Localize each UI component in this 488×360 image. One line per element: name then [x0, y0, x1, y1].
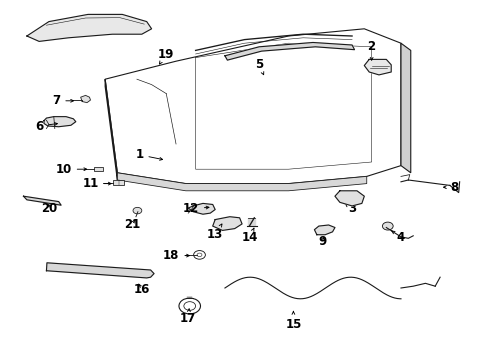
Text: 7: 7: [52, 94, 73, 107]
Text: 12: 12: [182, 202, 208, 215]
Text: 17: 17: [180, 309, 196, 325]
Text: 11: 11: [82, 177, 111, 190]
Polygon shape: [188, 203, 215, 214]
Text: 2: 2: [367, 40, 375, 60]
Circle shape: [183, 302, 195, 310]
Polygon shape: [364, 59, 390, 75]
Text: 19: 19: [158, 48, 174, 64]
FancyBboxPatch shape: [94, 167, 102, 171]
Polygon shape: [105, 29, 400, 184]
Text: 21: 21: [123, 219, 140, 231]
Text: 9: 9: [318, 235, 326, 248]
Polygon shape: [334, 191, 364, 206]
Polygon shape: [212, 217, 242, 230]
Polygon shape: [27, 14, 151, 41]
Text: 13: 13: [206, 224, 223, 240]
Text: 14: 14: [241, 228, 257, 244]
Text: 3: 3: [345, 202, 355, 215]
Circle shape: [133, 207, 142, 214]
Polygon shape: [81, 95, 90, 103]
Polygon shape: [224, 42, 354, 60]
Text: 6: 6: [35, 120, 57, 132]
Text: 1: 1: [135, 148, 162, 161]
Circle shape: [197, 253, 202, 257]
Polygon shape: [44, 117, 76, 127]
Text: 8: 8: [443, 181, 458, 194]
Text: 15: 15: [285, 311, 301, 330]
Circle shape: [179, 298, 200, 314]
Text: 20: 20: [41, 202, 57, 215]
Polygon shape: [105, 79, 117, 180]
Polygon shape: [46, 263, 154, 278]
Polygon shape: [23, 196, 61, 205]
Polygon shape: [314, 225, 334, 235]
Text: 16: 16: [133, 283, 150, 296]
Circle shape: [193, 251, 205, 259]
Text: 4: 4: [391, 231, 404, 244]
Polygon shape: [400, 43, 410, 173]
Text: 5: 5: [255, 58, 263, 75]
Circle shape: [382, 222, 392, 230]
FancyBboxPatch shape: [113, 180, 124, 185]
Text: 18: 18: [163, 249, 189, 262]
Text: 10: 10: [55, 163, 86, 176]
Polygon shape: [117, 173, 366, 191]
